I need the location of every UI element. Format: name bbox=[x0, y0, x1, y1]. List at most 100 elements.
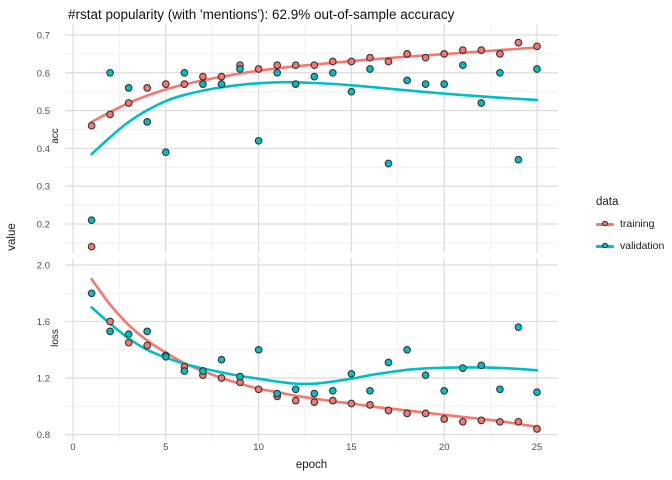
data-point-training bbox=[106, 317, 114, 326]
data-point-training bbox=[421, 409, 430, 418]
smooth-line-validation bbox=[90, 80, 539, 156]
data-point-training bbox=[440, 50, 449, 58]
x-tick-label: 20 bbox=[439, 442, 450, 453]
data-point-training bbox=[217, 72, 226, 81]
data-point-validation bbox=[199, 80, 207, 88]
data-point-validation bbox=[143, 327, 152, 336]
data-point-validation bbox=[124, 330, 133, 339]
data-point-validation bbox=[347, 369, 356, 378]
legend-label-validation: validation bbox=[620, 240, 665, 252]
data-point-validation bbox=[161, 148, 170, 157]
legend-key-training-icon bbox=[596, 219, 614, 229]
legend-key-validation-icon bbox=[596, 241, 614, 251]
y-tick-label: 1.2 bbox=[37, 374, 50, 385]
data-point-validation bbox=[106, 327, 114, 336]
y-tick-label: 0.8 bbox=[37, 430, 50, 441]
y-tick-label: 0.7 bbox=[37, 31, 50, 42]
data-point-training bbox=[496, 417, 504, 426]
data-point-validation bbox=[514, 155, 523, 164]
data-point-training bbox=[403, 409, 411, 418]
panel-bg bbox=[65, 24, 558, 253]
data-point-training bbox=[199, 72, 207, 81]
data-point-validation bbox=[180, 68, 189, 77]
data-point-training bbox=[403, 50, 411, 58]
data-point-validation bbox=[403, 76, 411, 85]
data-point-validation bbox=[291, 385, 300, 394]
facet-panel-acc: 0.7 0.6 0.5 0.4 0.3 0.2 acc bbox=[37, 24, 558, 253]
data-point-validation bbox=[514, 323, 523, 332]
data-point-training bbox=[347, 399, 356, 408]
data-point-training bbox=[514, 38, 523, 47]
data-point-training bbox=[87, 242, 96, 251]
data-point-validation bbox=[310, 389, 319, 398]
data-point-validation bbox=[291, 80, 300, 88]
data-point-validation bbox=[217, 355, 226, 364]
data-point-validation bbox=[421, 80, 430, 88]
data-point-validation bbox=[440, 80, 449, 88]
data-point-training bbox=[180, 80, 189, 88]
data-point-validation bbox=[477, 361, 486, 370]
data-point-validation bbox=[217, 80, 226, 88]
data-point-validation bbox=[440, 386, 449, 395]
data-point-training bbox=[458, 417, 467, 426]
legend-title: data bbox=[596, 196, 619, 208]
data-point-training bbox=[384, 406, 393, 415]
data-point-validation bbox=[87, 289, 96, 298]
legend-item-training: training bbox=[596, 218, 664, 230]
data-point-training bbox=[87, 121, 96, 130]
data-point-validation bbox=[403, 345, 411, 354]
x-tick-label: 25 bbox=[532, 442, 543, 453]
y-tick-label: 0.3 bbox=[37, 182, 50, 193]
data-point-validation bbox=[254, 345, 263, 354]
legend-label-training: training bbox=[620, 218, 655, 230]
y-tick-label: 0.6 bbox=[37, 68, 50, 79]
data-point-validation bbox=[533, 388, 541, 397]
data-point-training bbox=[366, 401, 374, 409]
data-point-validation bbox=[496, 385, 504, 394]
data-point-validation bbox=[106, 68, 114, 77]
data-point-training bbox=[124, 338, 133, 347]
data-point-training bbox=[143, 341, 152, 350]
data-point-validation bbox=[458, 61, 467, 70]
facet-panel-loss: 2.0 1.6 1.2 0.8 loss bbox=[37, 258, 558, 441]
data-point-validation bbox=[273, 68, 282, 77]
legend-item-validation: validation bbox=[596, 240, 664, 252]
y-tick-label: 0.5 bbox=[37, 106, 50, 117]
data-point-training bbox=[310, 398, 319, 406]
data-point-training bbox=[310, 61, 319, 70]
data-point-training bbox=[254, 65, 263, 73]
data-point-validation bbox=[180, 367, 189, 375]
data-point-training bbox=[366, 53, 374, 62]
data-point-training bbox=[440, 415, 449, 423]
y-tick-label: 0.2 bbox=[37, 220, 50, 231]
x-tick-label: 0 bbox=[70, 442, 75, 453]
data-point-validation bbox=[236, 372, 244, 381]
data-point-training bbox=[477, 46, 486, 54]
data-point-training bbox=[161, 80, 170, 88]
data-point-validation bbox=[366, 65, 374, 73]
data-point-training bbox=[328, 396, 337, 405]
y-tick-label: 2.0 bbox=[37, 261, 50, 272]
data-point-validation bbox=[347, 87, 356, 96]
data-point-training bbox=[124, 99, 133, 107]
x-axis-title: epoch bbox=[296, 459, 327, 471]
data-point-validation bbox=[477, 99, 486, 107]
data-point-validation bbox=[87, 216, 96, 225]
data-point-training bbox=[291, 61, 300, 70]
y-tick-label: 1.6 bbox=[37, 317, 50, 328]
data-point-training bbox=[533, 42, 541, 51]
data-point-training bbox=[328, 57, 337, 66]
data-point-training bbox=[254, 385, 263, 394]
data-point-validation bbox=[421, 371, 430, 380]
y-tick-label: 0.4 bbox=[37, 144, 50, 155]
data-point-validation bbox=[366, 386, 374, 395]
facet-strip-label-loss: loss bbox=[50, 329, 61, 347]
x-tick-label: 15 bbox=[346, 442, 357, 453]
data-point-training bbox=[533, 425, 541, 433]
data-point-validation bbox=[143, 118, 152, 126]
data-point-training bbox=[477, 416, 486, 425]
data-point-validation bbox=[533, 65, 541, 73]
data-point-training bbox=[496, 50, 504, 58]
